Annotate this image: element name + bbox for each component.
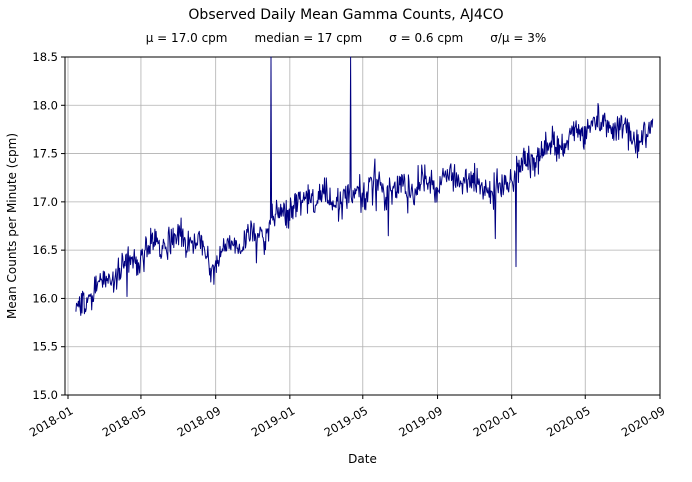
plot-area: 2018-01 2018-05 2018-09 2019-01 2019-05 2019-… [5,52,668,466]
y-tick-label: 18.0 [32,98,58,112]
stat-median: median = 17 cpm [254,31,363,45]
x-axis-label: Date [348,452,377,466]
stat-sigma-over-mu: σ/μ = 3% [490,31,547,45]
y-tick-label: 16.5 [32,243,58,257]
x-tick-label: 2018-05 [100,403,149,439]
x-tick-label: 2018-01 [27,403,76,439]
y-tick-label: 18.5 [32,52,58,64]
chart-stats: μ = 17.0 cpm median = 17 cpm σ = 0.6 cpm… [0,31,692,45]
x-tick-label: 2019-01 [249,403,298,439]
y-tick-label: 15.0 [32,388,58,402]
stat-sigma: σ = 0.6 cpm [389,31,464,45]
y-tick-label: 17.0 [32,195,58,209]
x-tick-label: 2019-05 [322,403,371,439]
x-tick-label: 2018-09 [175,403,224,439]
y-axis-label: Mean Counts per Minute (cpm) [5,133,19,319]
y-tick-label: 16.0 [32,291,58,305]
y-tick-label: 15.5 [32,340,58,354]
stat-mean: μ = 17.0 cpm [145,31,228,45]
y-tick-label: 17.5 [32,147,58,161]
chart-title: Observed Daily Mean Gamma Counts, AJ4CO [188,7,504,23]
data-series-line [75,56,654,316]
x-tick-label: 2020-09 [619,403,668,439]
chart-header: Observed Daily Mean Gamma Counts, AJ4CO … [0,0,692,52]
x-tick-label: 2020-05 [544,403,593,439]
x-tick-label: 2020-01 [471,403,520,439]
axes-spines [64,56,661,396]
x-tick-label: 2019-09 [396,403,445,439]
